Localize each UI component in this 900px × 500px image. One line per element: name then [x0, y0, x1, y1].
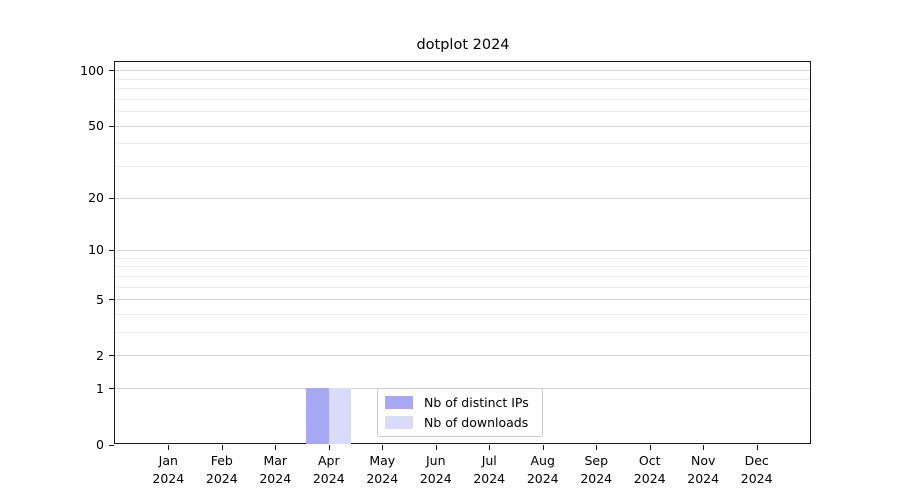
x-tick-label: Aug 2024	[526, 453, 559, 486]
plot-area	[114, 61, 811, 444]
y-tick-label: 2	[96, 347, 104, 363]
y-gridline	[115, 70, 810, 72]
y-tick-label: 10	[88, 242, 104, 258]
y-gridline	[115, 249, 810, 251]
y-tick-label: 5	[96, 291, 104, 307]
y-gridline-minor	[115, 98, 810, 100]
x-tick	[756, 445, 758, 450]
y-gridline-minor	[115, 286, 810, 288]
y-gridline-minor	[115, 111, 810, 112]
y-tick	[109, 388, 114, 390]
y-tick	[109, 299, 114, 301]
legend-entry-downloads: Nb of downloads	[385, 415, 542, 430]
y-tick-label: 0	[96, 437, 104, 452]
x-tick	[168, 445, 170, 450]
x-tick	[542, 445, 544, 450]
y-tick	[109, 249, 114, 251]
legend-swatch-downloads	[385, 416, 413, 430]
bar-distinct-ips-apr	[306, 388, 329, 445]
x-tick	[596, 445, 598, 450]
y-tick	[109, 125, 114, 127]
y-tick-label: 20	[88, 190, 104, 205]
y-gridline	[115, 355, 810, 357]
x-tick-label: Feb 2024	[205, 453, 238, 486]
x-tick	[275, 445, 277, 450]
x-tick-label: Jul 2024	[473, 453, 506, 486]
legend-label-distinct-ips: Nb of distinct IPs	[424, 394, 529, 410]
y-tick	[109, 197, 114, 199]
legend: Nb of distinct IPs Nb of downloads	[377, 388, 543, 437]
y-gridline	[115, 197, 810, 199]
y-gridline-minor	[115, 275, 810, 277]
x-tick	[489, 445, 491, 450]
y-tick	[109, 70, 114, 72]
y-gridline-minor	[115, 257, 810, 259]
y-tick-label: 1	[96, 380, 104, 396]
y-gridline-minor	[115, 143, 810, 145]
x-tick-label: May 2024	[366, 453, 399, 486]
y-gridline-minor	[115, 87, 810, 89]
x-tick-label: Jan 2024	[152, 453, 185, 486]
y-gridline-minor	[115, 266, 810, 268]
chart-title: dotplot 2024	[416, 37, 510, 53]
x-tick-label: Sep 2024	[580, 453, 613, 486]
legend-label-downloads: Nb of downloads	[424, 415, 529, 431]
legend-swatch-distinct-ips	[385, 395, 413, 409]
x-tick	[703, 445, 705, 450]
x-tick-label: Nov 2024	[687, 453, 720, 486]
x-tick-label: Mar 2024	[259, 453, 292, 486]
y-gridline-minor	[115, 78, 810, 80]
y-gridline-minor	[115, 313, 810, 315]
y-gridline	[115, 125, 810, 127]
x-tick	[221, 445, 223, 450]
y-tick	[109, 444, 114, 446]
y-gridline-minor	[115, 332, 810, 334]
x-tick	[649, 445, 651, 450]
x-tick-label: Jun 2024	[419, 453, 452, 486]
y-gridline	[115, 299, 810, 301]
x-tick-label: Oct 2024	[633, 453, 666, 486]
legend-entry-distinct-ips: Nb of distinct IPs	[385, 395, 542, 410]
x-tick	[382, 445, 384, 450]
x-tick-label: Dec 2024	[740, 453, 773, 486]
y-tick	[109, 355, 114, 357]
y-tick-label: 50	[88, 118, 104, 134]
y-tick-label: 100	[80, 62, 104, 78]
bar-downloads-apr	[328, 388, 352, 445]
x-tick-label: Apr 2024	[312, 453, 345, 486]
x-tick	[328, 445, 330, 450]
y-gridline-minor	[115, 165, 810, 167]
x-tick	[435, 445, 437, 450]
